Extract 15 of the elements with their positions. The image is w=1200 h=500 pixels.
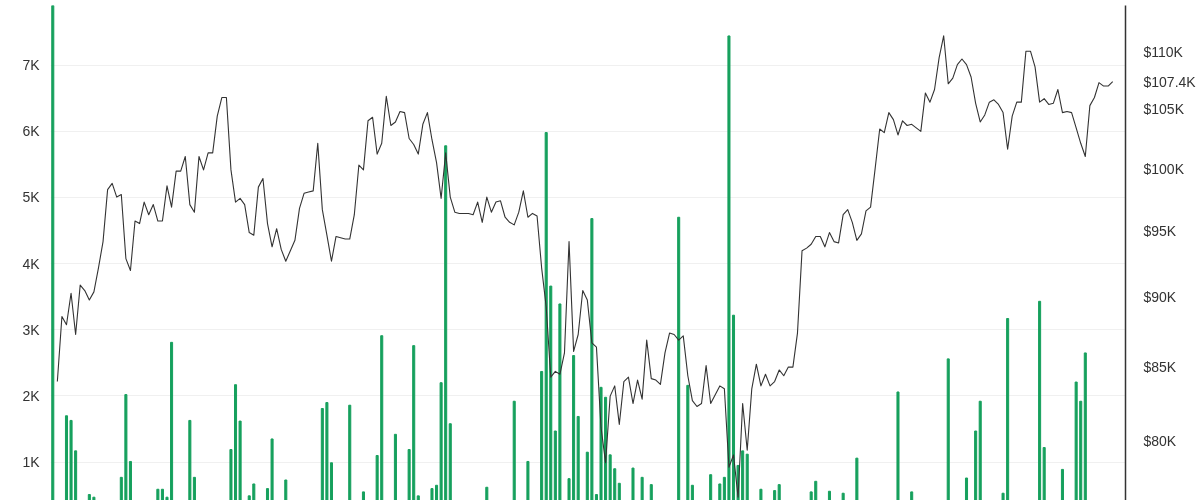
y-tick-label: 7K: [22, 57, 41, 74]
y2-tick-label: $90K: [1143, 289, 1177, 306]
y2-tick-label: $100K: [1143, 160, 1185, 177]
y-tick-label: 4K: [22, 255, 41, 272]
y2-tick-label: $85K: [1143, 359, 1177, 376]
y2-tick-label: $105K: [1143, 101, 1185, 118]
y-tick-label: 1K: [22, 454, 41, 471]
y2-tick-label: $110K: [1143, 44, 1184, 61]
y-tick-label: 2K: [22, 387, 41, 404]
y-tick-label: 5K: [22, 189, 41, 206]
y-tick-label: 3K: [22, 321, 41, 338]
y2-tick-label: $95K: [1143, 223, 1177, 240]
y2-tick-label: $80K: [1143, 433, 1177, 450]
y-tick-label: 6K: [22, 123, 41, 140]
y2-tick-label: $107.4K: [1143, 73, 1197, 90]
